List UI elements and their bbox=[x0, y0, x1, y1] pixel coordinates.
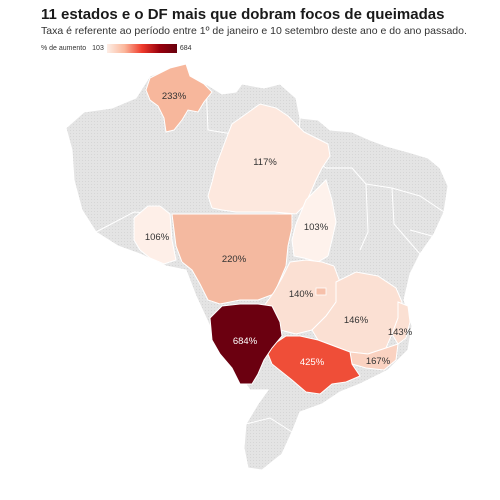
color-legend: % de aumento 103 684 bbox=[41, 42, 192, 54]
chart-subtitle: Taxa é referente ao período entre 1º de … bbox=[41, 25, 467, 37]
label-espirito-santo: 143% bbox=[388, 327, 413, 338]
region-labels: 233% 117% 106% 220% 103% 140% 146% 143% … bbox=[145, 91, 413, 368]
region-rondonia[interactable] bbox=[133, 205, 177, 265]
region-sao-paulo[interactable] bbox=[267, 335, 361, 395]
chart-title: 11 estados e o DF mais que dobram focos … bbox=[41, 6, 445, 23]
region-mato-grosso[interactable] bbox=[171, 213, 293, 305]
label-rondonia: 106% bbox=[145, 232, 170, 243]
label-sao-paulo: 425% bbox=[300, 357, 325, 368]
label-mato-grosso: 220% bbox=[222, 254, 247, 265]
legend-gradient-bar bbox=[106, 43, 177, 53]
legend-min: 103 bbox=[92, 44, 104, 52]
label-mato-grosso-do-sul: 684% bbox=[233, 336, 258, 347]
label-minas-gerais: 146% bbox=[344, 315, 369, 326]
label-para: 117% bbox=[253, 157, 277, 168]
region-espirito-santo[interactable] bbox=[391, 301, 411, 345]
region-mato-grosso-do-sul[interactable] bbox=[209, 303, 283, 385]
region-rio-de-janeiro[interactable] bbox=[349, 343, 399, 371]
region-distrito-federal[interactable] bbox=[315, 287, 327, 296]
region-roraima[interactable] bbox=[145, 63, 213, 133]
legend-max: 684 bbox=[179, 44, 192, 52]
label-tocantins: 103% bbox=[304, 222, 329, 233]
legend-label: % de aumento bbox=[41, 44, 87, 52]
label-goias: 140% bbox=[289, 289, 314, 300]
label-rio-de-janeiro: 167% bbox=[366, 356, 391, 367]
region-tocantins[interactable] bbox=[291, 179, 337, 263]
label-roraima: 233% bbox=[162, 91, 187, 102]
